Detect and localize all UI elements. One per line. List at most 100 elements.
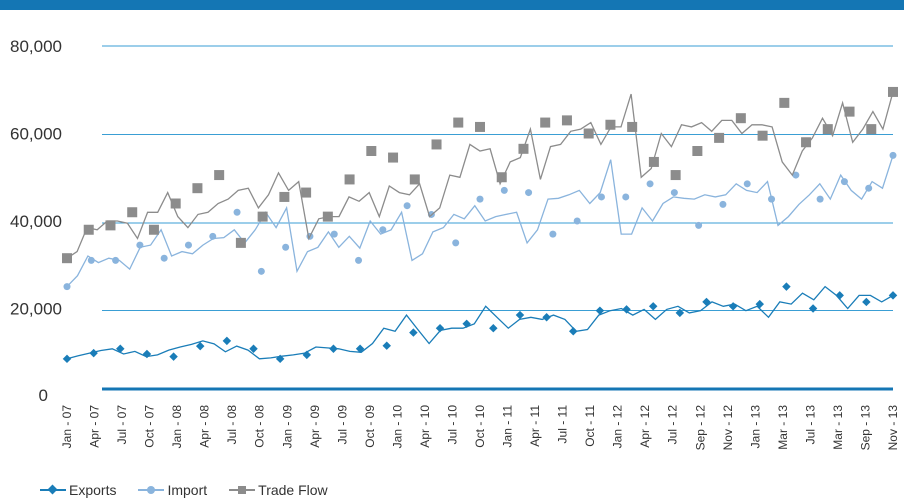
trade-flow-point [279,191,290,202]
import-point [403,202,411,210]
exports-point [595,306,605,315]
import-point [597,193,605,201]
exports-point [409,328,418,337]
x-tick-label: Jan - 10 [390,405,404,449]
import-point [282,243,290,251]
trade-flow-point [888,86,898,97]
trade-flow-point [170,198,181,209]
exports-point [622,305,631,314]
exports-point [169,352,178,361]
trade-flow-point [670,170,681,181]
import-point [865,184,873,192]
series-line-import [66,155,894,288]
trade-flow-point [105,220,116,231]
exports-point [249,344,258,353]
gridlines [102,45,893,391]
exports-point [329,344,338,353]
trade-flow-point [605,119,616,130]
import-point [233,208,241,216]
x-tick-label: Oct - 09 [363,405,377,448]
import-point [549,230,557,238]
exports-point [569,327,578,336]
x-tick-label: Jan - 07 [60,405,74,449]
legend-label-import: Import [167,482,208,498]
import-point [695,221,703,229]
exports-point [142,349,152,359]
trade-flow-point [757,130,768,141]
import-point [160,254,168,262]
x-tick-label: Jan - 12 [611,405,625,449]
exports-point [382,341,391,350]
import-point [816,195,824,203]
x-tick-label: Jul - 10 [445,405,459,445]
import-point [112,256,120,264]
trade-flow-point [83,224,94,235]
exports-point [116,344,125,353]
exports-point [862,297,871,307]
trade-flow-point [431,139,442,150]
x-tick-label: Mar - 13 [776,405,790,450]
trade-flow-point [496,172,507,183]
exports-point [302,350,312,360]
exports-point [648,302,658,311]
trade-flow-point [583,128,594,139]
trade-flow-point [475,121,485,132]
import-point [622,193,630,201]
import-point [257,267,265,275]
y-tick-label: 60,000 [10,125,62,144]
import-point [330,230,338,238]
exports-point [355,344,365,353]
series-line-trade-flow [66,91,894,259]
x-tick-label: Jul - 12 [666,405,680,445]
trade-flow-point [822,124,833,135]
exports-point [489,323,498,333]
import-point [87,256,95,264]
exports-point [675,308,685,318]
x-tick-label: Jul - 08 [225,405,239,445]
trade-flow-point [344,174,355,185]
y-axis-ticks: 80,000 60,000 40,000 20,000 0 [10,37,62,405]
trade-flow-point [322,211,333,222]
import-point [379,226,387,234]
import-point [136,241,144,249]
exports-point [435,323,445,333]
x-tick-label: Nov - 12 [721,405,735,451]
x-tick-label: Sep - 12 [693,405,707,451]
trade-flow-point [148,224,159,235]
x-tick-label: Sep - 13 [858,405,872,451]
y-tick-label: 40,000 [10,212,62,231]
import-point [889,151,897,159]
exports-point [275,354,285,364]
y-tick-label: 80,000 [10,37,62,56]
import-point [63,283,71,291]
exports-point [755,299,765,309]
trade-flow-point [692,146,703,156]
exports-point [62,354,72,364]
x-tick-label: Apr - 12 [638,405,652,448]
import-point [743,180,751,188]
trade-flow-legend-icon [229,486,256,494]
trade-flow-point [127,207,138,218]
trade-flow-point [844,106,855,117]
legend-item-trade-flow[interactable]: Trade Flow [229,482,328,498]
import-point [646,180,654,188]
top-banner [0,0,904,10]
trade-flow-point [801,137,812,148]
legend-item-import[interactable]: Import [138,482,207,498]
import-point [573,217,581,225]
legend-item-exports[interactable]: Exports [40,482,116,498]
x-tick-label: Nov - 13 [886,405,900,451]
exports-point [728,302,738,311]
exports-point [542,313,551,322]
x-tick-label: Apr - 09 [308,405,322,448]
x-tick-label: Jul - 11 [556,405,570,444]
exports-point [462,319,471,329]
exports-point [195,341,205,351]
import-point [452,239,460,247]
trade-flow-point [714,132,725,143]
trade-flow-point [561,115,572,126]
exports-legend-icon [40,484,66,495]
y-tick-label: 20,000 [10,300,62,319]
trade-flow-point [735,113,746,124]
